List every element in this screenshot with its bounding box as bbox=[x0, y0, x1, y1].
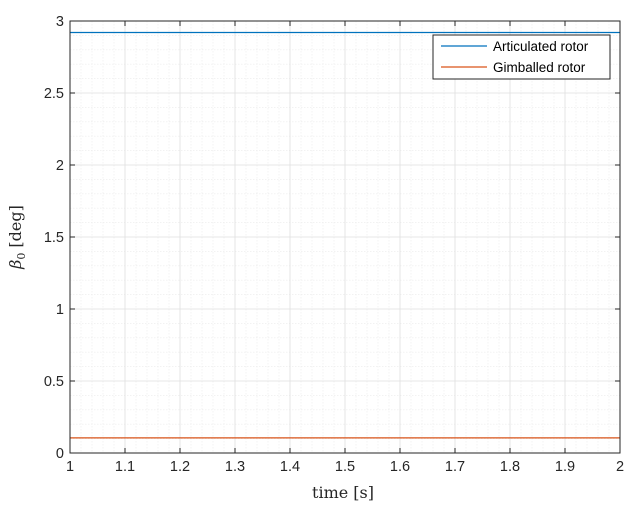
x-tick-label: 1.2 bbox=[170, 459, 190, 475]
x-tick-label: 2 bbox=[616, 459, 624, 475]
legend: Articulated rotor Gimballed rotor bbox=[432, 34, 611, 80]
legend-label-gimballed-rotor: Gimballed rotor bbox=[493, 60, 586, 75]
x-axis-label: time [s] bbox=[312, 483, 374, 502]
series-layer bbox=[70, 31, 620, 439]
x-tick-label: 1.7 bbox=[445, 459, 465, 475]
x-tick-label: 1.3 bbox=[225, 459, 245, 475]
y-axis-label-subscript: 0 bbox=[15, 253, 28, 260]
y-tick-label: 0 bbox=[56, 446, 64, 462]
x-tick-label: 1.6 bbox=[390, 459, 410, 475]
x-tick-label: 1.9 bbox=[555, 459, 575, 475]
x-tick-label: 1.5 bbox=[335, 459, 355, 475]
y-axis-label: β0 [deg] bbox=[6, 205, 28, 270]
y-axis-label-unit: [deg] bbox=[6, 205, 25, 247]
x-tick-labels: 1 1.1 1.2 1.3 1.4 1.5 1.6 1.7 1.8 1.9 2 bbox=[66, 459, 624, 475]
x-tick-label: 1 bbox=[66, 459, 74, 475]
legend-box bbox=[432, 34, 611, 80]
y-tick-labels: 0 0.5 1 1.5 2 2.5 3 bbox=[44, 14, 64, 462]
y-tick-label: 3 bbox=[56, 14, 64, 30]
y-tick-label: 0.5 bbox=[44, 374, 64, 390]
y-tick-label: 1 bbox=[56, 302, 64, 318]
x-tick-label: 1.8 bbox=[500, 459, 520, 475]
x-tick-label: 1.1 bbox=[115, 459, 135, 475]
y-axis-label-symbol: β bbox=[6, 260, 25, 270]
y-tick-label: 2 bbox=[56, 158, 64, 174]
y-axis-label-text: β0 [deg] bbox=[6, 205, 28, 270]
y-tick-label: 2.5 bbox=[44, 86, 64, 102]
y-tick-label: 1.5 bbox=[44, 230, 64, 246]
axis-ticks bbox=[69, 20, 621, 454]
legend-label-articulated-rotor: Articulated rotor bbox=[493, 39, 589, 54]
x-tick-label: 1.4 bbox=[280, 459, 300, 475]
